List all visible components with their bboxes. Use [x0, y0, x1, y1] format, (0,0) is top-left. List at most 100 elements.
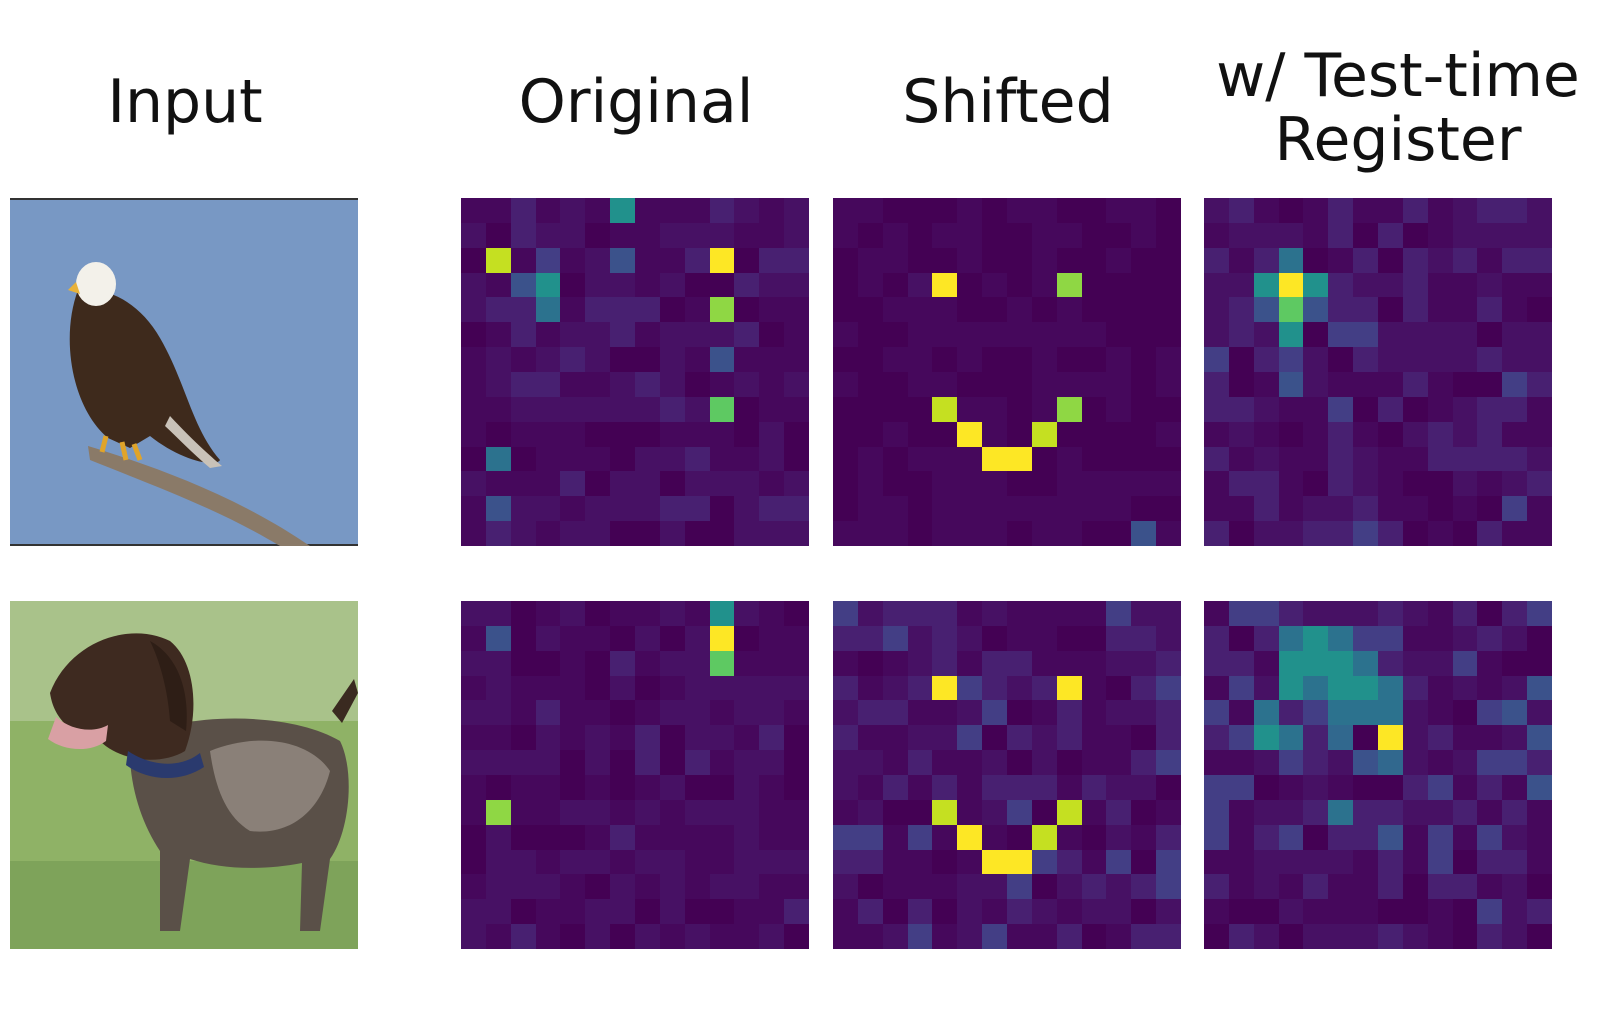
heatmap-cell — [1402, 799, 1428, 825]
heatmap-cell — [957, 521, 983, 546]
heatmap-cell — [1031, 446, 1057, 472]
heatmap-cell — [461, 272, 486, 298]
heatmap-cell — [1228, 372, 1254, 397]
heatmap-cell — [1204, 396, 1229, 422]
heatmap-cell — [485, 222, 511, 248]
heatmap-cell — [1056, 824, 1082, 850]
heatmap-cell — [1328, 725, 1354, 751]
heatmap-cell — [485, 775, 511, 800]
heatmap-cell — [957, 775, 983, 800]
heatmap-cell — [1477, 347, 1503, 372]
heatmap-cell — [510, 750, 536, 775]
heatmap-cell — [485, 322, 511, 348]
heatmap-cell — [1502, 347, 1528, 372]
heatmap-cell — [1477, 625, 1503, 651]
heatmap-cell — [1303, 471, 1329, 497]
heatmap-cell — [759, 675, 785, 701]
heatmap-cell — [1031, 750, 1057, 775]
heatmap-cell — [1228, 849, 1254, 875]
heatmap-cell — [784, 775, 809, 800]
heatmap-cell — [1106, 725, 1132, 751]
heatmap-cell — [1228, 521, 1254, 546]
heatmap-cell — [882, 675, 908, 701]
heatmap-cell — [1527, 725, 1552, 751]
heatmap-cell — [1106, 222, 1132, 248]
heatmap-cell — [1328, 650, 1354, 676]
heatmap-cell — [1056, 198, 1082, 223]
heatmap-cell — [1204, 750, 1229, 775]
heatmap-cell — [535, 675, 561, 701]
heatmap-cell — [635, 874, 660, 900]
heatmap-cell — [1228, 347, 1254, 372]
heatmap-cell — [1427, 372, 1453, 397]
heatmap-cell — [585, 322, 611, 348]
heatmap-cell — [1427, 421, 1453, 447]
heatmap-cell — [833, 521, 858, 546]
heatmap-cell — [1427, 899, 1453, 925]
heatmap-cell — [684, 521, 710, 546]
heatmap-cell — [982, 496, 1007, 522]
heatmap-cell — [1477, 297, 1503, 323]
heatmap-cell — [1328, 700, 1354, 726]
heatmap-cell — [1353, 650, 1378, 676]
heatmap-cell — [1402, 521, 1428, 546]
heatmap-cell — [857, 396, 883, 422]
heatmap-cell — [1452, 272, 1478, 298]
heatmap-cell — [1477, 799, 1503, 825]
heatmap-cell — [1502, 650, 1528, 676]
heatmap-cell — [1328, 247, 1354, 273]
heatmap-cell — [882, 625, 908, 651]
heatmap-cell — [833, 446, 858, 472]
heatmap-cell — [1156, 446, 1181, 472]
heatmap-cell — [560, 446, 586, 472]
heatmap-cell — [1402, 700, 1428, 726]
heatmap-cell — [485, 700, 511, 726]
heatmap-cell — [1303, 372, 1329, 397]
header-input-text: Input — [107, 67, 263, 137]
heatmap-cell — [560, 347, 586, 372]
heatmap-cell — [560, 521, 586, 546]
heatmap-cell — [1056, 625, 1082, 651]
heatmap-cell — [1328, 899, 1354, 925]
heatmap-cell — [535, 650, 561, 676]
heatmap-cell — [1156, 799, 1181, 825]
heatmap-cell — [461, 899, 486, 925]
heatmap-cell — [461, 347, 486, 372]
heatmap-cell — [1131, 700, 1157, 726]
heatmap-cell — [1502, 272, 1528, 298]
heatmap-cell — [1378, 471, 1403, 497]
heatmap-cell — [734, 272, 760, 298]
heatmap-cell — [1502, 625, 1528, 651]
heatmap-cell — [1477, 650, 1503, 676]
heatmap-cell — [1278, 899, 1304, 925]
heatmap-cell — [957, 824, 983, 850]
heatmap-cell — [734, 899, 760, 925]
heatmap-cell — [1253, 247, 1279, 273]
heatmap-cell — [1427, 750, 1453, 775]
heatmap-cell — [485, 272, 511, 298]
heatmap-cell — [1303, 222, 1329, 248]
heatmap-cell — [833, 650, 858, 676]
heatmap-cell — [659, 272, 685, 298]
heatmap-cell — [585, 700, 611, 726]
heatmap-cell — [709, 272, 735, 298]
heatmap-cell — [535, 775, 561, 800]
heatmap-cell — [1031, 247, 1057, 273]
heatmap-cell — [1031, 849, 1057, 875]
heatmap-cell — [1353, 799, 1378, 825]
heatmap-cell — [585, 775, 611, 800]
heatmap-cell — [585, 521, 611, 546]
heatmap-cell — [982, 396, 1007, 422]
heatmap-cell — [1228, 650, 1254, 676]
heatmap-cell — [1081, 222, 1107, 248]
heatmap-cell — [1228, 222, 1254, 248]
heatmap-cell — [957, 247, 983, 273]
heatmap-cell — [1353, 446, 1378, 472]
heatmap-cell — [1402, 874, 1428, 900]
heatmap-cell — [610, 700, 635, 726]
heatmap-cell — [709, 396, 735, 422]
heatmap-cell — [510, 700, 536, 726]
heatmap-cell — [1353, 347, 1378, 372]
heatmap-cell — [1228, 799, 1254, 825]
heatmap-cell — [1007, 421, 1032, 447]
